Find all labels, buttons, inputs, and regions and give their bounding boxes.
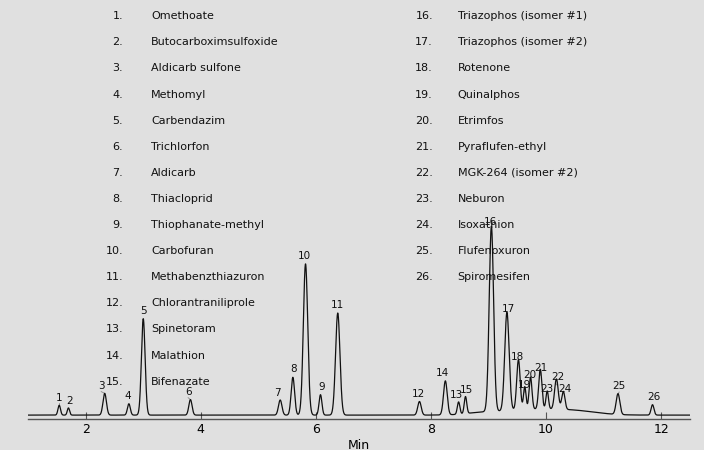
Text: 19: 19 <box>517 380 531 390</box>
Text: Trichlorfon: Trichlorfon <box>151 142 210 152</box>
Text: 1.: 1. <box>113 11 123 21</box>
Text: Flufenoxuron: Flufenoxuron <box>458 246 531 256</box>
Text: 16.: 16. <box>415 11 433 21</box>
Text: 14.: 14. <box>106 351 123 360</box>
Text: Carbendazim: Carbendazim <box>151 116 225 126</box>
Text: Chlorantraniliprole: Chlorantraniliprole <box>151 298 256 308</box>
Text: 6: 6 <box>185 387 191 397</box>
Text: Spinetoram: Spinetoram <box>151 324 216 334</box>
Text: Thiophanate-methyl: Thiophanate-methyl <box>151 220 265 230</box>
Text: 21: 21 <box>534 363 548 373</box>
Text: 6.: 6. <box>113 142 123 152</box>
Text: 18: 18 <box>511 352 524 362</box>
Text: 5.: 5. <box>113 116 123 126</box>
Text: Butocarboximsulfoxide: Butocarboximsulfoxide <box>151 37 279 47</box>
Text: 7: 7 <box>274 387 281 397</box>
Text: 9.: 9. <box>113 220 123 230</box>
Text: 10.: 10. <box>106 246 123 256</box>
Text: 21.: 21. <box>415 142 433 152</box>
Text: 25: 25 <box>612 382 626 392</box>
Text: Isoxathion: Isoxathion <box>458 220 515 230</box>
Text: 5: 5 <box>140 306 146 316</box>
Text: Omethoate: Omethoate <box>151 11 214 21</box>
Text: Malathion: Malathion <box>151 351 206 360</box>
Text: 3.: 3. <box>113 63 123 73</box>
Text: Aldicarb sulfone: Aldicarb sulfone <box>151 63 241 73</box>
Text: 17.: 17. <box>415 37 433 47</box>
Text: 24.: 24. <box>415 220 433 230</box>
Text: 4: 4 <box>125 391 131 401</box>
Text: 9: 9 <box>318 382 325 392</box>
Text: 2.: 2. <box>113 37 123 47</box>
Text: Thiacloprid: Thiacloprid <box>151 194 213 204</box>
Text: 13.: 13. <box>106 324 123 334</box>
Text: 20: 20 <box>523 370 536 380</box>
Text: 25.: 25. <box>415 246 433 256</box>
Text: Etrimfos: Etrimfos <box>458 116 504 126</box>
Text: Rotenone: Rotenone <box>458 63 510 73</box>
Text: 3: 3 <box>98 381 105 391</box>
Text: Pyraflufen-ethyl: Pyraflufen-ethyl <box>458 142 547 152</box>
Text: Aldicarb: Aldicarb <box>151 168 197 178</box>
Text: 4.: 4. <box>113 90 123 99</box>
Text: 11: 11 <box>331 300 344 310</box>
Text: 12.: 12. <box>106 298 123 308</box>
Text: Carbofuran: Carbofuran <box>151 246 214 256</box>
Text: 12: 12 <box>412 389 425 399</box>
Text: 1: 1 <box>56 393 63 403</box>
Text: Quinalphos: Quinalphos <box>458 90 520 99</box>
Text: Triazophos (isomer #2): Triazophos (isomer #2) <box>458 37 587 47</box>
Text: Bifenazate: Bifenazate <box>151 377 211 387</box>
Text: Neburon: Neburon <box>458 194 505 204</box>
Text: 19.: 19. <box>415 90 433 99</box>
Text: 26.: 26. <box>415 272 433 282</box>
X-axis label: Min: Min <box>348 439 370 450</box>
Text: 18.: 18. <box>415 63 433 73</box>
Text: 23: 23 <box>540 384 553 394</box>
Text: 11.: 11. <box>106 272 123 282</box>
Text: 15.: 15. <box>106 377 123 387</box>
Text: MGK-264 (isomer #2): MGK-264 (isomer #2) <box>458 168 577 178</box>
Text: 23.: 23. <box>415 194 433 204</box>
Text: 14: 14 <box>436 369 449 378</box>
Text: 26: 26 <box>647 392 660 402</box>
Text: Triazophos (isomer #1): Triazophos (isomer #1) <box>458 11 586 21</box>
Text: 8: 8 <box>291 364 297 374</box>
Text: 24: 24 <box>558 384 571 394</box>
Text: 22.: 22. <box>415 168 433 178</box>
Text: 7.: 7. <box>113 168 123 178</box>
Text: 10: 10 <box>298 251 311 261</box>
Text: 13: 13 <box>450 390 463 400</box>
Text: 8.: 8. <box>113 194 123 204</box>
Text: Spiromesifen: Spiromesifen <box>458 272 531 282</box>
Text: Methabenzthiazuron: Methabenzthiazuron <box>151 272 266 282</box>
Text: 20.: 20. <box>415 116 433 126</box>
Text: 16: 16 <box>484 216 497 227</box>
Text: 17: 17 <box>502 304 515 314</box>
Text: 15: 15 <box>460 385 473 395</box>
Text: 2: 2 <box>66 396 73 405</box>
Text: Methomyl: Methomyl <box>151 90 207 99</box>
Text: 22: 22 <box>551 372 564 382</box>
